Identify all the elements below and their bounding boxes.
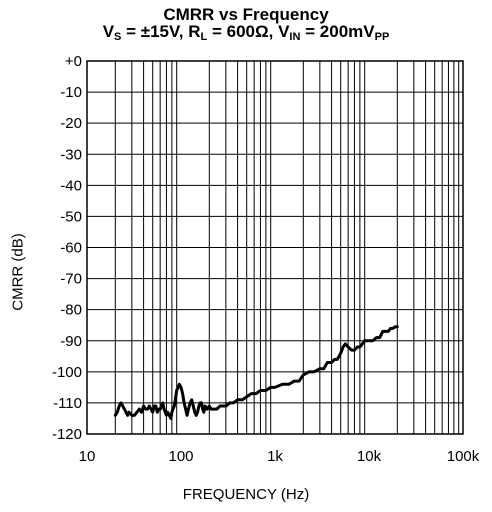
y-tick-label: -10 (60, 84, 82, 101)
chart-title: CMRR vs Frequency (163, 5, 329, 24)
y-tick-label: -100 (52, 364, 82, 381)
vs-subscript: S (114, 31, 122, 43)
y-tick-label: -60 (60, 240, 82, 257)
y-tick-label: -120 (52, 426, 82, 443)
vin-subscript: IN (289, 31, 301, 43)
y-tick-label: -40 (60, 177, 82, 194)
chart-subtitle: VS = ±15V, RL = 600Ω, VIN = 200mVPP (0, 23, 492, 46)
y-tick-label: -90 (60, 333, 82, 350)
plot-border (86, 60, 464, 435)
vs-symbol: V (102, 22, 115, 41)
y-tick-label: -30 (60, 146, 82, 163)
y-tick-label: -20 (60, 115, 82, 132)
vin-value: = 200mV (300, 22, 375, 41)
vin-unit-subscript: PP (374, 31, 390, 43)
y-tick-label: -110 (53, 395, 82, 412)
cmrr-series-line (113, 325, 399, 420)
y-tick-label: +0 (65, 53, 82, 70)
x-axis-title: FREQUENCY (Hz) (182, 486, 310, 503)
x-tick-label: 100 (168, 448, 193, 465)
rl-subscript: L (200, 31, 208, 43)
y-tick-label: -80 (60, 302, 82, 319)
x-tick-label: 10k (357, 448, 382, 465)
x-tick-label: 10 (79, 448, 96, 465)
rl-value: = 600Ω, (207, 22, 279, 41)
vs-value: = ±15V, (121, 22, 189, 41)
x-tick-label: 100k (447, 448, 480, 465)
x-tick-label: 1k (267, 448, 283, 465)
y-tick-label: -50 (60, 208, 82, 225)
vin-symbol: V (278, 22, 290, 41)
y-tick-label: -70 (60, 271, 82, 288)
rl-symbol: R (188, 22, 201, 41)
